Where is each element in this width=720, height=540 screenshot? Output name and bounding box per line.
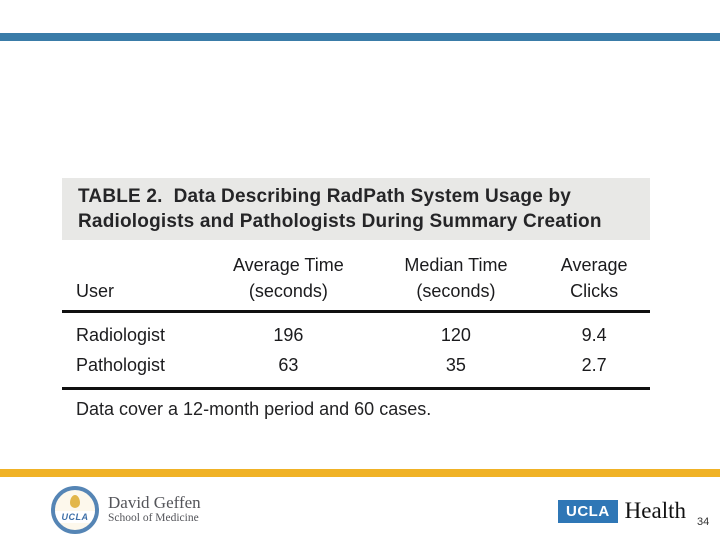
bottom-accent-bar (0, 469, 720, 477)
cell-average-clicks: 9.4 (581, 325, 607, 345)
table-title: TABLE 2. Data Describing RadPath System … (62, 178, 650, 240)
table-footnote: Data cover a 12-month period and 60 case… (76, 399, 432, 419)
table-figure: TABLE 2. Data Describing RadPath System … (62, 178, 650, 420)
ucla-health-logo: UCLA Health (558, 498, 686, 524)
table-title-line2: Radiologists and Pathologists During Sum… (78, 211, 602, 232)
ucla-health-box: UCLA (558, 499, 618, 523)
cell-user: Pathologist (62, 350, 204, 390)
table-row: Pathologist 63 35 2.7 (62, 350, 650, 390)
column-header-average-clicks: Average Clicks (538, 240, 650, 313)
table-title-line1: TABLE 2. Data Describing RadPath System … (78, 186, 572, 207)
seal-ucla-label: UCLA (55, 511, 95, 523)
geffen-school: School of Medicine (108, 512, 199, 524)
ucla-health-word: Health (624, 498, 686, 523)
table-row: Radiologist 196 120 9.4 (62, 312, 650, 351)
column-header-median-time: Median Time (seconds) (373, 240, 539, 313)
cell-median-time: 120 (440, 325, 471, 345)
column-header-average-time: Average Time (seconds) (203, 240, 374, 313)
cell-user: Radiologist (76, 325, 166, 345)
david-geffen-logo: UCLA David Geffen School of Medicine (51, 486, 201, 534)
ucla-seal-icon: UCLA (51, 486, 99, 534)
data-table: User Average Time (seconds) Median Time … (62, 240, 650, 390)
table-header-row: User Average Time (seconds) Median Time … (62, 240, 650, 313)
geffen-name: David Geffen (108, 493, 201, 512)
cell-average-time: 63 (203, 350, 374, 390)
torch-flame-icon (70, 495, 80, 508)
cell-average-time: 196 (273, 325, 304, 345)
cell-average-clicks: 2.7 (538, 350, 650, 390)
column-header-user: User (62, 240, 204, 313)
page-number: 34 (697, 516, 710, 528)
top-accent-bar (0, 33, 720, 41)
cell-median-time: 35 (373, 350, 539, 390)
geffen-logo-text: David Geffen School of Medicine (108, 486, 201, 534)
